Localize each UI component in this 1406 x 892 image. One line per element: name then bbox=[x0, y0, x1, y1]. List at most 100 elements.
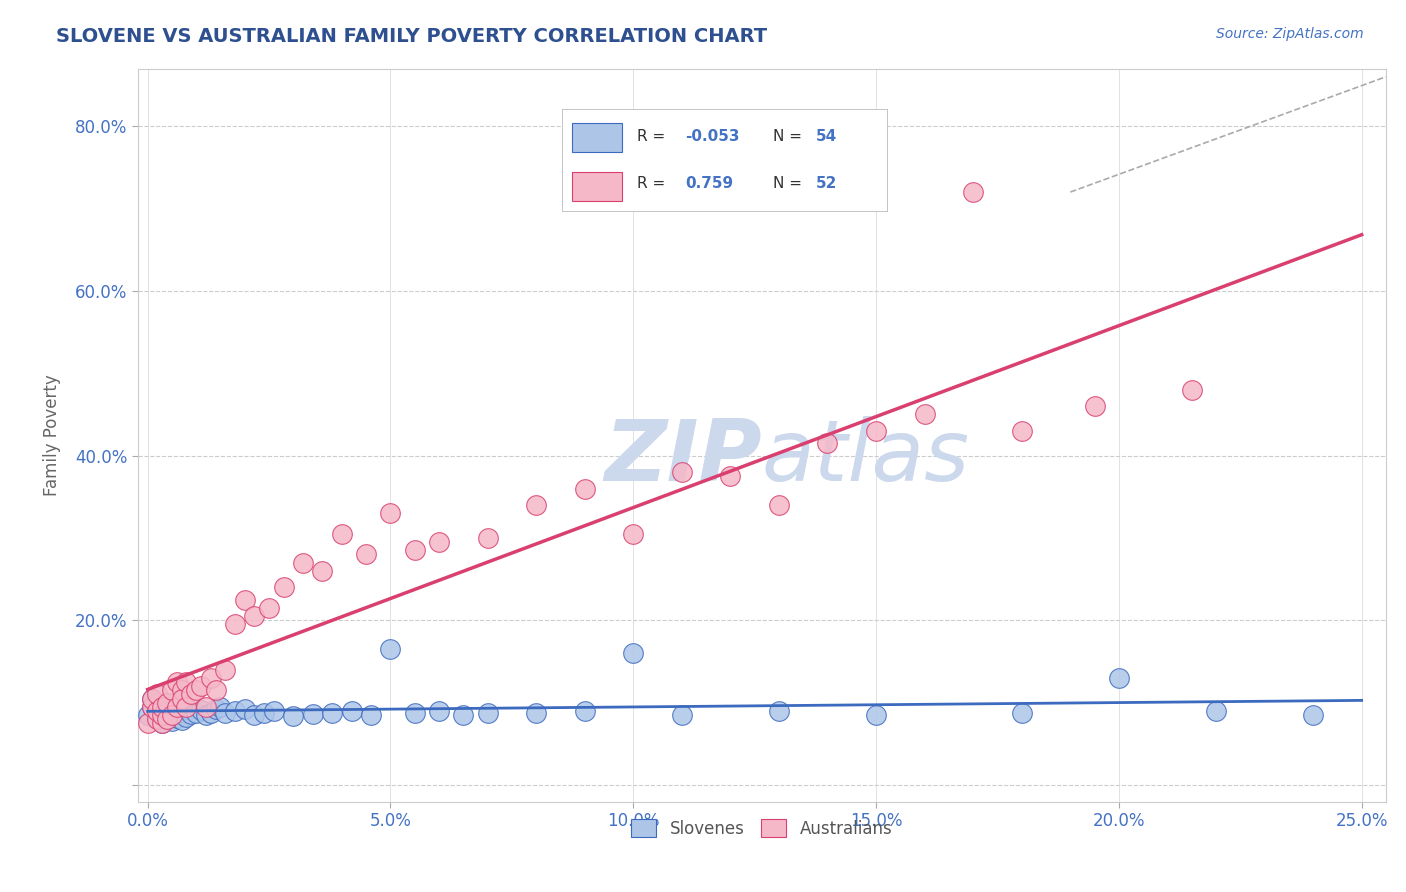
Point bbox=[186, 683, 208, 698]
Point bbox=[962, 185, 984, 199]
Point bbox=[1108, 671, 1130, 685]
Point bbox=[141, 699, 163, 714]
Point bbox=[257, 601, 280, 615]
Point bbox=[477, 531, 499, 545]
Point bbox=[292, 556, 315, 570]
Point bbox=[817, 436, 839, 450]
Point bbox=[200, 706, 222, 721]
Point bbox=[146, 704, 169, 718]
Point bbox=[1011, 706, 1033, 720]
Point bbox=[146, 696, 169, 710]
Point bbox=[176, 675, 198, 690]
Point bbox=[404, 543, 426, 558]
Text: SLOVENE VS AUSTRALIAN FAMILY POVERTY CORRELATION CHART: SLOVENE VS AUSTRALIAN FAMILY POVERTY COR… bbox=[56, 27, 768, 45]
Point bbox=[477, 706, 499, 720]
Point bbox=[914, 408, 936, 422]
Point bbox=[150, 716, 173, 731]
Point bbox=[170, 691, 193, 706]
Point bbox=[273, 581, 295, 595]
Point bbox=[865, 708, 887, 723]
Point bbox=[233, 592, 256, 607]
Point bbox=[141, 691, 163, 706]
Point bbox=[150, 699, 173, 714]
Point bbox=[768, 498, 790, 512]
Point bbox=[1205, 704, 1227, 718]
Point bbox=[141, 691, 163, 706]
Point bbox=[340, 704, 363, 718]
Point bbox=[301, 707, 323, 722]
Point bbox=[190, 679, 212, 693]
Point bbox=[768, 704, 790, 718]
Point bbox=[194, 708, 217, 723]
Point bbox=[574, 482, 596, 496]
Point bbox=[136, 716, 159, 731]
Text: ZIP: ZIP bbox=[605, 416, 762, 499]
Point bbox=[146, 688, 169, 702]
Point bbox=[354, 548, 377, 562]
Point bbox=[146, 712, 169, 726]
Point bbox=[160, 714, 183, 728]
Point bbox=[170, 713, 193, 727]
Text: Source: ZipAtlas.com: Source: ZipAtlas.com bbox=[1216, 27, 1364, 41]
Point bbox=[380, 506, 402, 520]
Point bbox=[209, 699, 232, 714]
Point bbox=[190, 703, 212, 717]
Legend: Slovenes, Australians: Slovenes, Australians bbox=[624, 813, 898, 845]
Point bbox=[360, 708, 382, 723]
Point bbox=[176, 699, 198, 714]
Point bbox=[524, 498, 547, 512]
Point bbox=[1084, 399, 1107, 413]
Point bbox=[321, 706, 343, 720]
Point bbox=[180, 688, 202, 702]
Point bbox=[160, 698, 183, 712]
Point bbox=[146, 712, 169, 726]
Point bbox=[156, 704, 179, 718]
Point bbox=[263, 704, 285, 718]
Point bbox=[176, 710, 198, 724]
Point bbox=[524, 706, 547, 720]
Point bbox=[166, 710, 188, 724]
Point bbox=[160, 706, 183, 720]
Point bbox=[453, 708, 475, 723]
Point bbox=[311, 564, 333, 578]
Point bbox=[671, 465, 693, 479]
Point bbox=[671, 708, 693, 723]
Point bbox=[1181, 383, 1204, 397]
Point bbox=[283, 709, 305, 723]
Point bbox=[156, 696, 179, 710]
Point bbox=[156, 712, 179, 726]
Point bbox=[214, 706, 236, 720]
Point bbox=[427, 535, 450, 549]
Point bbox=[621, 527, 644, 541]
Point bbox=[166, 699, 188, 714]
Point bbox=[150, 699, 173, 714]
Point bbox=[404, 706, 426, 720]
Point bbox=[224, 617, 246, 632]
Point bbox=[243, 708, 266, 723]
Point bbox=[150, 716, 173, 731]
Point bbox=[243, 609, 266, 624]
Point bbox=[160, 708, 183, 723]
Point bbox=[330, 527, 353, 541]
Point bbox=[574, 704, 596, 718]
Point bbox=[160, 683, 183, 698]
Text: atlas: atlas bbox=[762, 416, 970, 499]
Point bbox=[186, 706, 208, 720]
Point bbox=[166, 675, 188, 690]
Point bbox=[224, 704, 246, 718]
Point bbox=[150, 708, 173, 723]
Point bbox=[1302, 708, 1324, 723]
Point bbox=[865, 424, 887, 438]
Point bbox=[214, 663, 236, 677]
Point bbox=[136, 708, 159, 723]
Point bbox=[156, 696, 179, 710]
Point bbox=[176, 701, 198, 715]
Point bbox=[141, 699, 163, 714]
Point bbox=[621, 646, 644, 660]
Y-axis label: Family Poverty: Family Poverty bbox=[44, 374, 60, 496]
Point bbox=[170, 705, 193, 719]
Point bbox=[427, 704, 450, 718]
Point bbox=[253, 706, 276, 720]
Point bbox=[166, 702, 188, 716]
Point bbox=[146, 704, 169, 718]
